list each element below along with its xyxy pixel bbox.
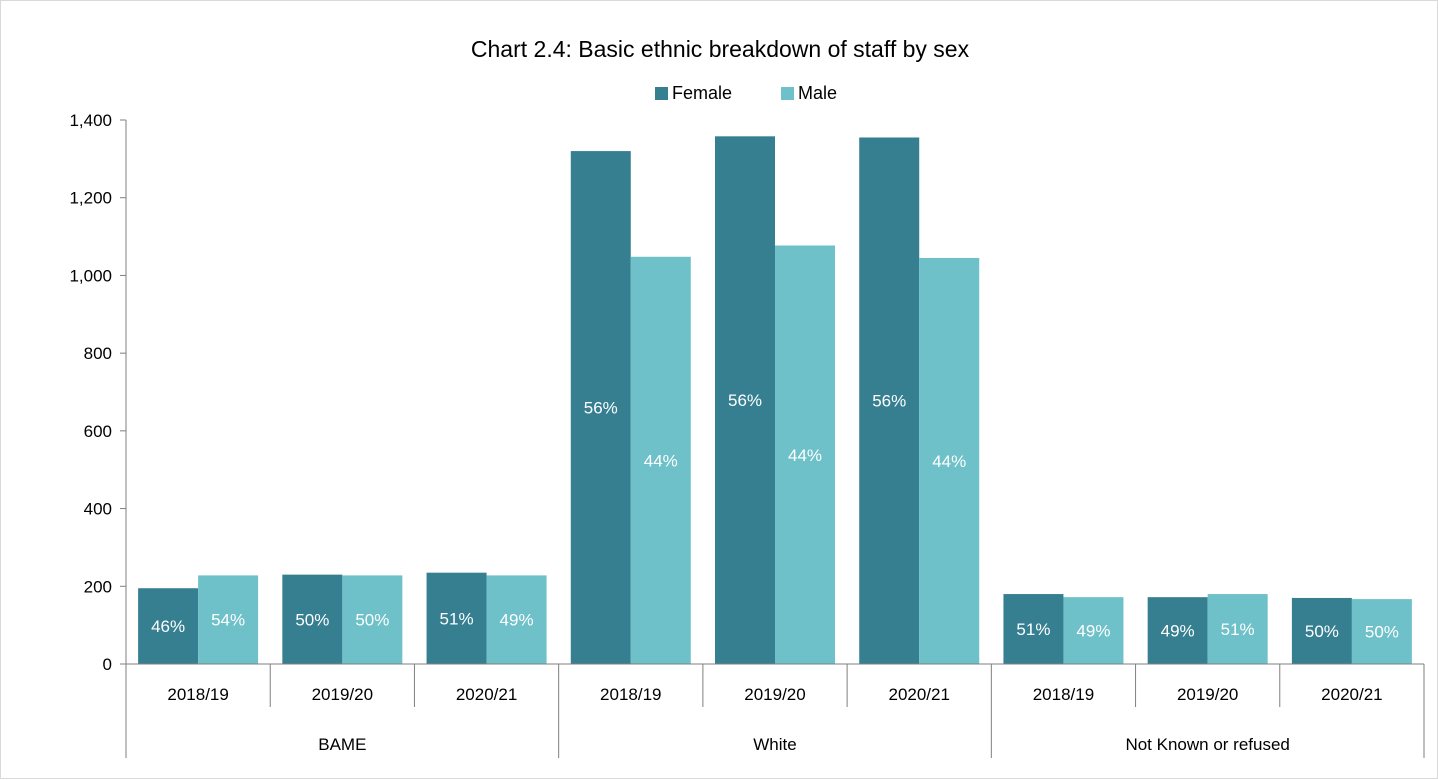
data-label-female-3: 56% <box>584 399 618 418</box>
x-tick-label: 2018/19 <box>167 685 228 704</box>
x-group-label: BAME <box>318 735 366 754</box>
chart-title: Chart 2.4: Basic ethnic breakdown of sta… <box>471 36 970 62</box>
data-label-male-7: 51% <box>1221 620 1255 639</box>
data-label-female-4: 56% <box>728 391 762 410</box>
data-label-female-7: 49% <box>1161 622 1195 641</box>
legend-label-female: Female <box>672 83 732 103</box>
data-label-male-0: 54% <box>211 611 245 630</box>
bar-female-0 <box>138 588 199 664</box>
bar-female-2 <box>426 572 487 664</box>
data-label-male-3: 44% <box>644 451 678 470</box>
x-axis: 2018/19 2019/20 2020/21 2018/19 2019/20 2020/… <box>125 663 1425 758</box>
data-label-male-8: 50% <box>1365 623 1399 642</box>
data-label-male-6: 49% <box>1076 622 1110 641</box>
data-label-male-2: 49% <box>500 611 534 630</box>
bar-male-1 <box>342 575 403 664</box>
y-tick-label: 800 <box>84 344 112 363</box>
bar-male-2 <box>486 575 547 664</box>
bar-female-7 <box>1147 597 1208 664</box>
legend-swatch-male <box>781 87 794 100</box>
x-group-label: Not Known or refused <box>1125 735 1289 754</box>
bar-female-5 <box>859 137 920 664</box>
data-label-female-8: 50% <box>1305 622 1339 641</box>
bar-female-3 <box>570 151 631 665</box>
bar-female-6 <box>1003 594 1064 664</box>
bar-male-3 <box>630 256 691 664</box>
x-tick-label: 2020/21 <box>1321 685 1382 704</box>
bar-male-5 <box>919 257 980 664</box>
bar-female-8 <box>1291 597 1352 664</box>
bar-female-1 <box>282 574 343 664</box>
bar-male-8 <box>1351 599 1412 664</box>
data-label-male-1: 50% <box>355 611 389 630</box>
x-group-label: White <box>753 735 796 754</box>
bar-female-4 <box>715 136 775 664</box>
y-tick-label: 0 <box>103 655 112 674</box>
data-label-female-1: 50% <box>295 610 329 629</box>
bar-male-6 <box>1063 597 1124 664</box>
y-tick-label: 1,200 <box>69 189 112 208</box>
x-tick-label: 2019/20 <box>744 685 805 704</box>
y-axis: 0 200 400 600 800 1,000 1,200 1,400 <box>69 111 127 674</box>
bar-male-4 <box>775 245 835 664</box>
legend-swatch-female <box>655 87 668 100</box>
x-tick-label: 2019/20 <box>1177 685 1238 704</box>
data-label-female-2: 51% <box>440 609 474 628</box>
data-label-female-6: 51% <box>1016 620 1050 639</box>
bar-male-7 <box>1207 594 1268 664</box>
x-tick-label: 2020/21 <box>456 685 517 704</box>
bar-male-0 <box>198 575 259 664</box>
bars: 46% 50% 51% 56% 56% 56% 51% 49% 50% 54% 50% 49% 44% 4… <box>138 136 1412 665</box>
x-tick-label: 2018/19 <box>1033 685 1094 704</box>
y-tick-label: 600 <box>84 422 112 441</box>
x-tick-label: 2018/19 <box>600 685 661 704</box>
legend: Female Male <box>655 83 837 103</box>
data-label-female-0: 46% <box>151 617 185 636</box>
y-tick-label: 1,400 <box>69 111 112 130</box>
y-tick-label: 400 <box>84 500 112 519</box>
data-label-male-5: 44% <box>932 452 966 471</box>
x-tick-label: 2020/21 <box>888 685 949 704</box>
legend-label-male: Male <box>798 83 837 103</box>
y-tick-label: 200 <box>84 577 112 596</box>
x-tick-label: 2019/20 <box>312 685 373 704</box>
data-label-male-4: 44% <box>788 446 822 465</box>
data-label-female-5: 56% <box>872 392 906 411</box>
y-tick-label: 1,000 <box>69 266 112 285</box>
